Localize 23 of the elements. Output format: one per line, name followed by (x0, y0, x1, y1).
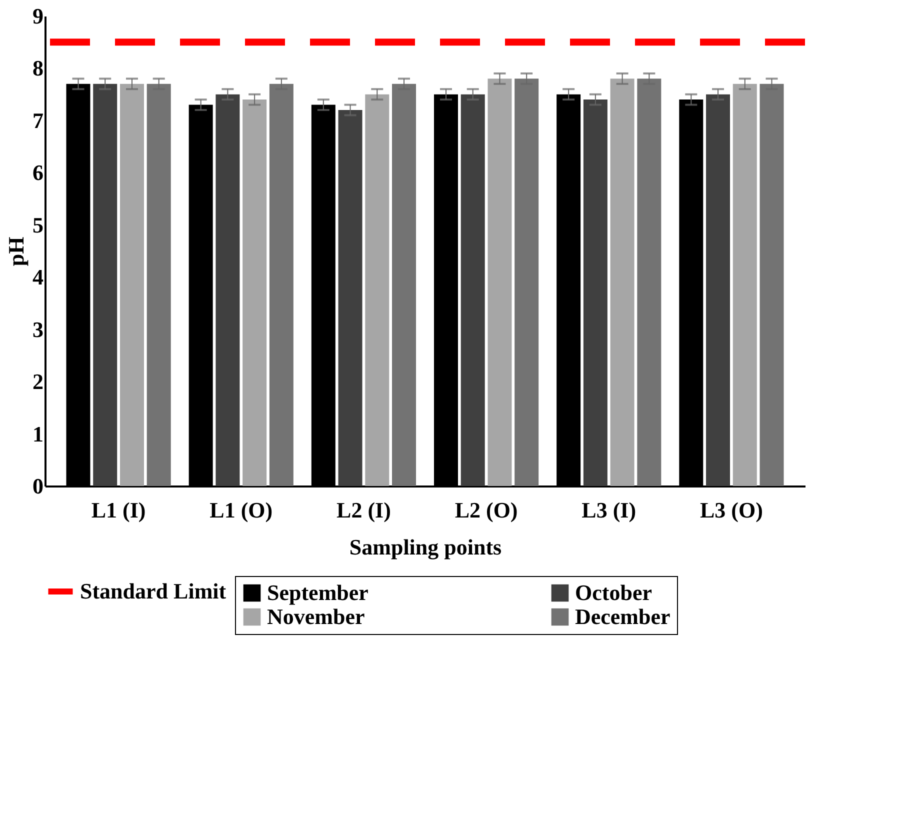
y-tick-label: 3 (32, 316, 44, 342)
x-tick-label: L1 (O) (210, 498, 273, 522)
x-tick-label: L2 (O) (454, 498, 518, 522)
y-tick-label: 7 (32, 108, 44, 133)
legend-label: October (575, 580, 652, 605)
y-tick-label: 8 (32, 56, 44, 81)
y-tick-label: 1 (32, 421, 44, 446)
legend-label: December (575, 604, 671, 629)
y-tick-label: 0 (32, 474, 44, 498)
y-tick-label: 9 (32, 4, 44, 28)
y-tick-label: 4 (32, 264, 44, 290)
x-tick-label: L3 (O) (700, 498, 763, 522)
x-tick-label: L3 (I) (582, 498, 636, 522)
y-tick-label: 5 (32, 212, 44, 238)
x-tick-label: L1 (I) (91, 498, 146, 522)
legend-label: September (267, 580, 369, 605)
legend-label: Standard Limit (80, 578, 227, 604)
y-tick-label: 6 (32, 160, 44, 186)
y-axis-title: pH (4, 236, 28, 266)
x-axis-title: Sampling points (349, 534, 502, 560)
y-tick-label: 2 (32, 369, 44, 394)
x-tick-label: L2 (I) (336, 498, 391, 522)
legend-label: November (267, 604, 365, 629)
